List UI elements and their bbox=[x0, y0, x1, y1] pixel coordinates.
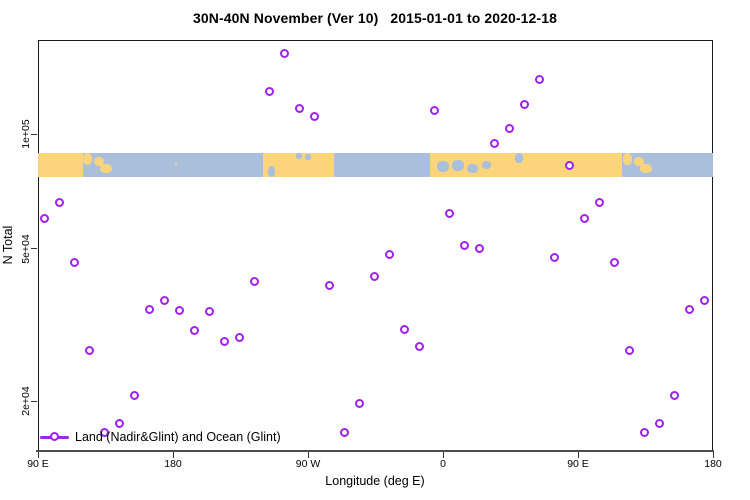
x-tick-label: 90 E bbox=[27, 458, 49, 470]
y-tick bbox=[31, 248, 37, 250]
x-tick-label: 180 bbox=[704, 458, 722, 470]
chart-title: 30N-40N November (Ver 10) 2015-01-01 to … bbox=[193, 10, 557, 26]
x-tick bbox=[442, 452, 444, 458]
x-tick-label: 180 bbox=[164, 458, 182, 470]
x-tick bbox=[307, 452, 309, 458]
x-tick bbox=[577, 452, 579, 458]
y-tick-label: 5e+04 bbox=[20, 234, 32, 264]
x-tick-label: 0 bbox=[440, 458, 446, 470]
x-tick bbox=[37, 452, 39, 458]
y-tick bbox=[31, 133, 37, 135]
legend-open-circle-icon bbox=[49, 431, 59, 441]
x-axis-title: Longitude (deg E) bbox=[325, 474, 425, 488]
y-tick bbox=[31, 400, 37, 402]
plot-area bbox=[38, 40, 713, 451]
x-tick-label: 90 E bbox=[567, 458, 589, 470]
x-tick bbox=[712, 452, 714, 458]
legend-label: Land (Nadir&Glint) and Ocean (Glint) bbox=[75, 430, 281, 444]
y-tick-label: 1e+05 bbox=[20, 119, 32, 149]
x-tick-label: 90 W bbox=[295, 458, 321, 470]
y-tick-label: 2e+04 bbox=[20, 386, 32, 416]
x-axis-line bbox=[36, 450, 714, 452]
y-axis-label: N Total bbox=[1, 225, 15, 265]
x-tick bbox=[172, 452, 174, 458]
